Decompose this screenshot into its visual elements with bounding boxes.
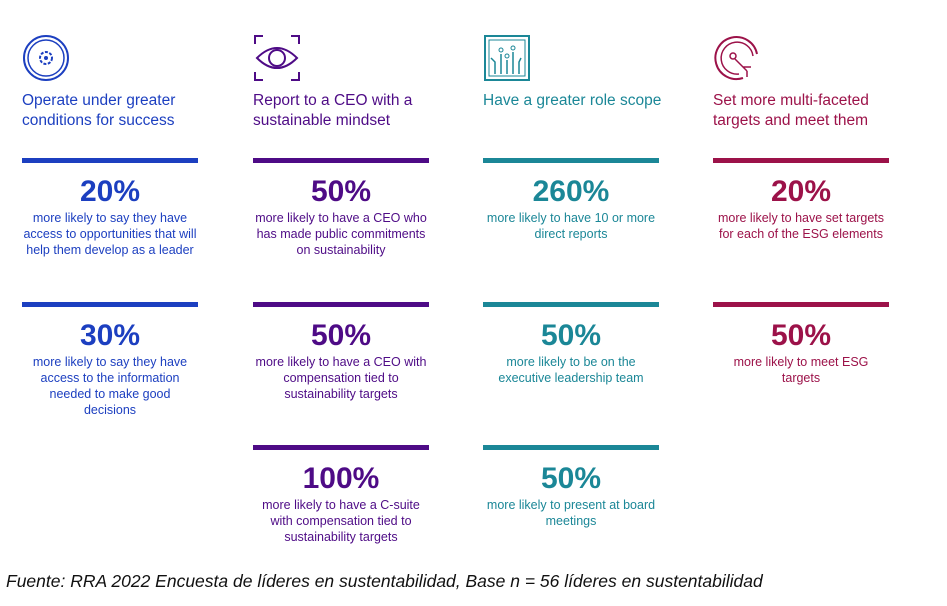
circuit-icon	[484, 35, 530, 81]
stat-description: more likely to have a CEO who has made p…	[255, 211, 427, 257]
divider-bar	[253, 445, 429, 450]
stat-block: 50% more likely to present at board meet…	[483, 445, 659, 529]
stat-value: 50%	[770, 319, 832, 352]
divider-bar	[253, 302, 429, 307]
divider-bar	[483, 445, 659, 450]
stat-value: 260%	[532, 175, 610, 208]
stat-value: 50%	[310, 319, 372, 352]
stat-value: 50%	[540, 462, 602, 495]
stat-block: 20% more likely to have set targets for …	[713, 158, 889, 242]
stat-description: more likely to present at board meetings	[486, 498, 656, 528]
target-icon	[714, 36, 758, 81]
stat-value: 50%	[310, 175, 372, 208]
divider-bar	[483, 302, 659, 307]
divider-bar	[253, 158, 429, 163]
stat-block: 20% more likely to say they have access …	[22, 158, 198, 258]
stat-value: 30%	[79, 319, 141, 352]
stat-description: more likely to be on the executive leade…	[498, 355, 644, 385]
stat-value: 100%	[302, 462, 380, 495]
stat-description: more likely to say they have access to t…	[32, 355, 188, 417]
stat-description: more likely to have a C-suite with compe…	[262, 498, 420, 544]
eye-icon	[254, 35, 300, 81]
divider-bar	[713, 302, 889, 307]
column-title: Report to a CEO with a sustainable minds…	[253, 92, 413, 129]
column-title: Have a greater role scope	[483, 92, 662, 109]
stat-block: 50% more likely to meet ESG targets	[713, 302, 889, 386]
divider-bar	[713, 158, 889, 163]
stat-block: 30% more likely to say they have access …	[22, 302, 198, 418]
stat-block: 50% more likely to be on the executive l…	[483, 302, 659, 386]
stat-description: more likely to say they have access to o…	[23, 211, 197, 257]
stat-value: 20%	[770, 175, 832, 208]
stat-block: 100% more likely to have a C-suite with …	[253, 445, 429, 545]
stat-description: more likely to have set targets for each…	[717, 211, 885, 241]
stat-value: 20%	[79, 175, 141, 208]
stat-block: 50% more likely to have a CEO with compe…	[253, 302, 429, 402]
divider-bar	[22, 158, 198, 163]
stat-description: more likely to meet ESG targets	[733, 355, 869, 385]
stat-block: 50% more likely to have a CEO who has ma…	[253, 158, 429, 258]
divider-bar	[483, 158, 659, 163]
column-title: Operate under greater conditions for suc…	[22, 92, 176, 129]
divider-bar	[22, 302, 198, 307]
column-title: Set more multi-faceted targets and meet …	[713, 92, 869, 129]
source-footer: Fuente: RRA 2022 Encuesta de líderes en …	[6, 571, 763, 591]
stat-value: 50%	[540, 319, 602, 352]
stat-description: more likely to have 10 or more direct re…	[486, 211, 656, 241]
stat-block: 260% more likely to have 10 or more dire…	[483, 158, 659, 242]
gear-circle-icon	[23, 35, 69, 81]
stat-description: more likely to have a CEO with compensat…	[255, 355, 427, 401]
